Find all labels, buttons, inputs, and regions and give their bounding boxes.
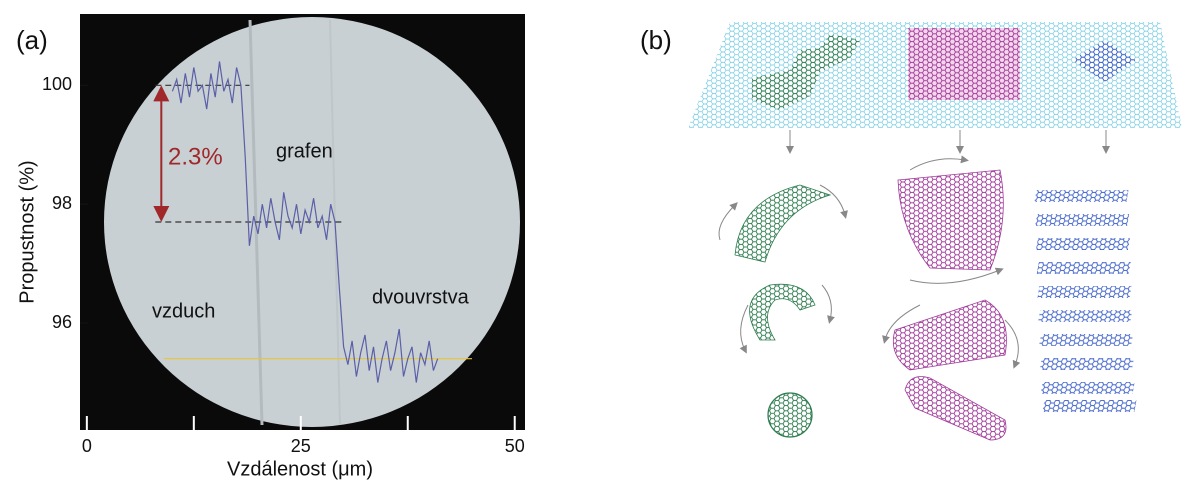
y-tick-label: 96 [52,312,72,332]
data-line [171,61,439,383]
arrow [1004,319,1021,369]
annotation: 2.3% [168,143,223,170]
x-tick-label: 25 [291,436,311,456]
arrow [909,267,1004,284]
x-tick-label: 50 [505,436,525,456]
arrow [819,184,848,219]
nanotube [904,376,1007,441]
y-tick-label: 100 [42,74,72,94]
arrow [718,202,738,241]
graphene-diagram [688,22,1182,441]
annotation: grafen [276,140,333,162]
blue-region [1072,40,1136,82]
fullerene [767,392,813,438]
x-axis-label: Vzdálenost (μm) [227,458,373,480]
graphite-stack [1034,190,1137,412]
arrow [882,304,921,344]
arrow [739,304,749,354]
annotation: vzduch [152,300,215,322]
fullerene-fragment [734,184,832,263]
panel-label: (a) [16,25,48,55]
sample-disk [104,17,520,427]
nanotube [892,299,1007,371]
x-tick-label: 0 [82,436,92,456]
arrow [909,155,969,171]
panel-label: (b) [640,25,672,55]
y-axis-label: Propustnost (%) [16,160,38,303]
pink-region [908,28,1020,100]
fullerene-fragment [749,283,816,341]
green-fragment [752,34,860,110]
y-tick-label: 98 [52,193,72,213]
annotation: dvouvrstva [372,286,470,308]
arrow [821,284,835,324]
nanotube-sheet [897,169,1004,271]
